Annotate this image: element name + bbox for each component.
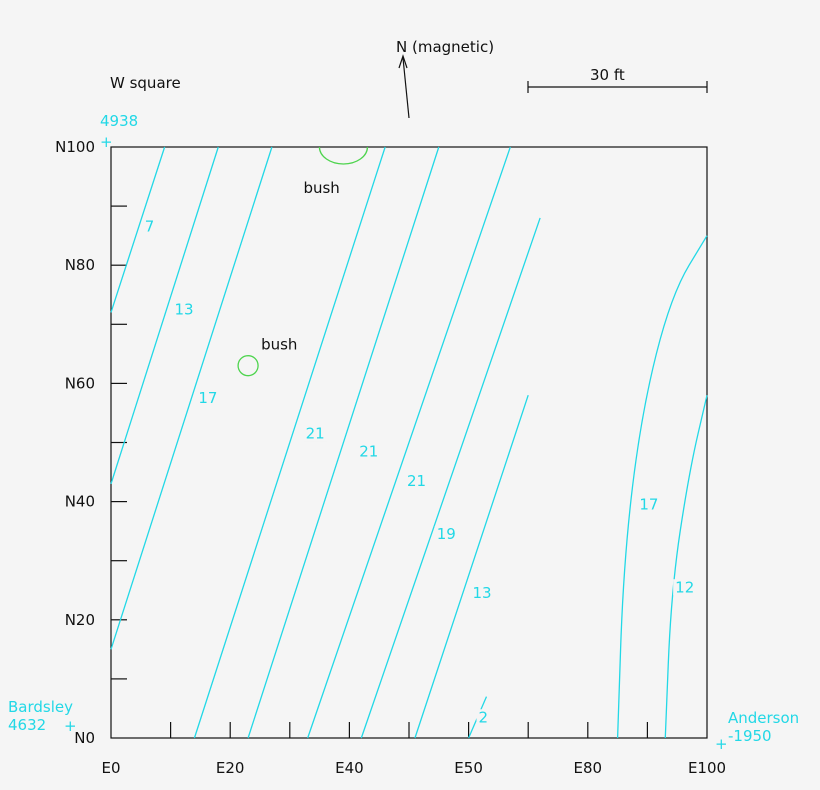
contour-label-bg xyxy=(142,218,157,235)
benchmark-value: -1950 xyxy=(728,727,772,745)
contour-label-bg xyxy=(303,425,328,442)
bush-marker xyxy=(318,146,369,165)
contour-label-bg xyxy=(476,709,491,726)
contour-line xyxy=(307,146,511,739)
contour-line xyxy=(360,217,541,739)
x-tick-label: E0 xyxy=(101,759,120,777)
contour-line xyxy=(664,395,708,739)
benchmark-label: 4938 xyxy=(100,112,138,130)
contour-line xyxy=(616,235,708,739)
contour-label-bg xyxy=(357,443,382,460)
benchmark-plus-icon: + xyxy=(64,717,77,735)
contour-line xyxy=(110,146,219,485)
north-label: N (magnetic) xyxy=(396,38,494,56)
y-tick-label: N40 xyxy=(65,493,95,511)
benchmark-name: Anderson xyxy=(728,709,799,727)
contour-label: 19 xyxy=(437,525,456,543)
north-arrow-icon xyxy=(398,54,410,119)
contour-label-bg xyxy=(196,390,221,407)
contour-label-bg xyxy=(637,496,662,513)
benchmark-value: 4632 xyxy=(8,716,46,734)
contour-label: 21 xyxy=(407,472,426,490)
x-tick-label: E80 xyxy=(574,759,603,777)
contour-label-bg xyxy=(172,301,197,318)
contour-label: 12 xyxy=(675,578,694,596)
contour-line xyxy=(414,395,529,739)
y-tick-label: N20 xyxy=(65,611,95,629)
y-tick-label: N0 xyxy=(74,729,95,747)
contour-label: 21 xyxy=(306,425,325,443)
contour-line xyxy=(110,146,166,313)
contour-line xyxy=(193,146,386,739)
x-tick-label: E40 xyxy=(335,759,364,777)
contour-label-bg xyxy=(470,585,495,602)
contour-label-bg xyxy=(673,579,698,596)
contour-label-bg xyxy=(434,526,459,543)
scale-bar xyxy=(527,81,708,93)
contour-label: 13 xyxy=(473,584,492,602)
contour-label: 21 xyxy=(359,442,378,460)
contour-label: 17 xyxy=(639,496,658,514)
x-tick-label: E20 xyxy=(216,759,245,777)
bush-label: bush xyxy=(303,179,339,197)
contour-label: 13 xyxy=(175,300,194,318)
x-tick-label: E100 xyxy=(688,759,726,777)
x-tick-label: E50 xyxy=(454,759,483,777)
y-tick-label: N80 xyxy=(65,256,95,274)
benchmark-name: Bardsley xyxy=(8,698,73,716)
contour-label: 7 xyxy=(145,218,155,236)
contour-label-bg xyxy=(404,472,429,489)
contour-label: 17 xyxy=(198,389,217,407)
benchmark-plus-icon: + xyxy=(715,735,728,753)
y-tick-label: N60 xyxy=(65,374,95,392)
contour-line xyxy=(247,146,440,739)
contour-label: 2 xyxy=(478,708,488,726)
benchmark-plus-icon: + xyxy=(100,133,113,151)
scale-label: 30 ft xyxy=(590,66,625,84)
contour-line xyxy=(110,146,273,650)
bush-marker xyxy=(237,355,259,377)
bush-label: bush xyxy=(261,336,297,354)
y-tick-label: N100 xyxy=(55,138,95,156)
chart-title: W square xyxy=(110,74,181,92)
